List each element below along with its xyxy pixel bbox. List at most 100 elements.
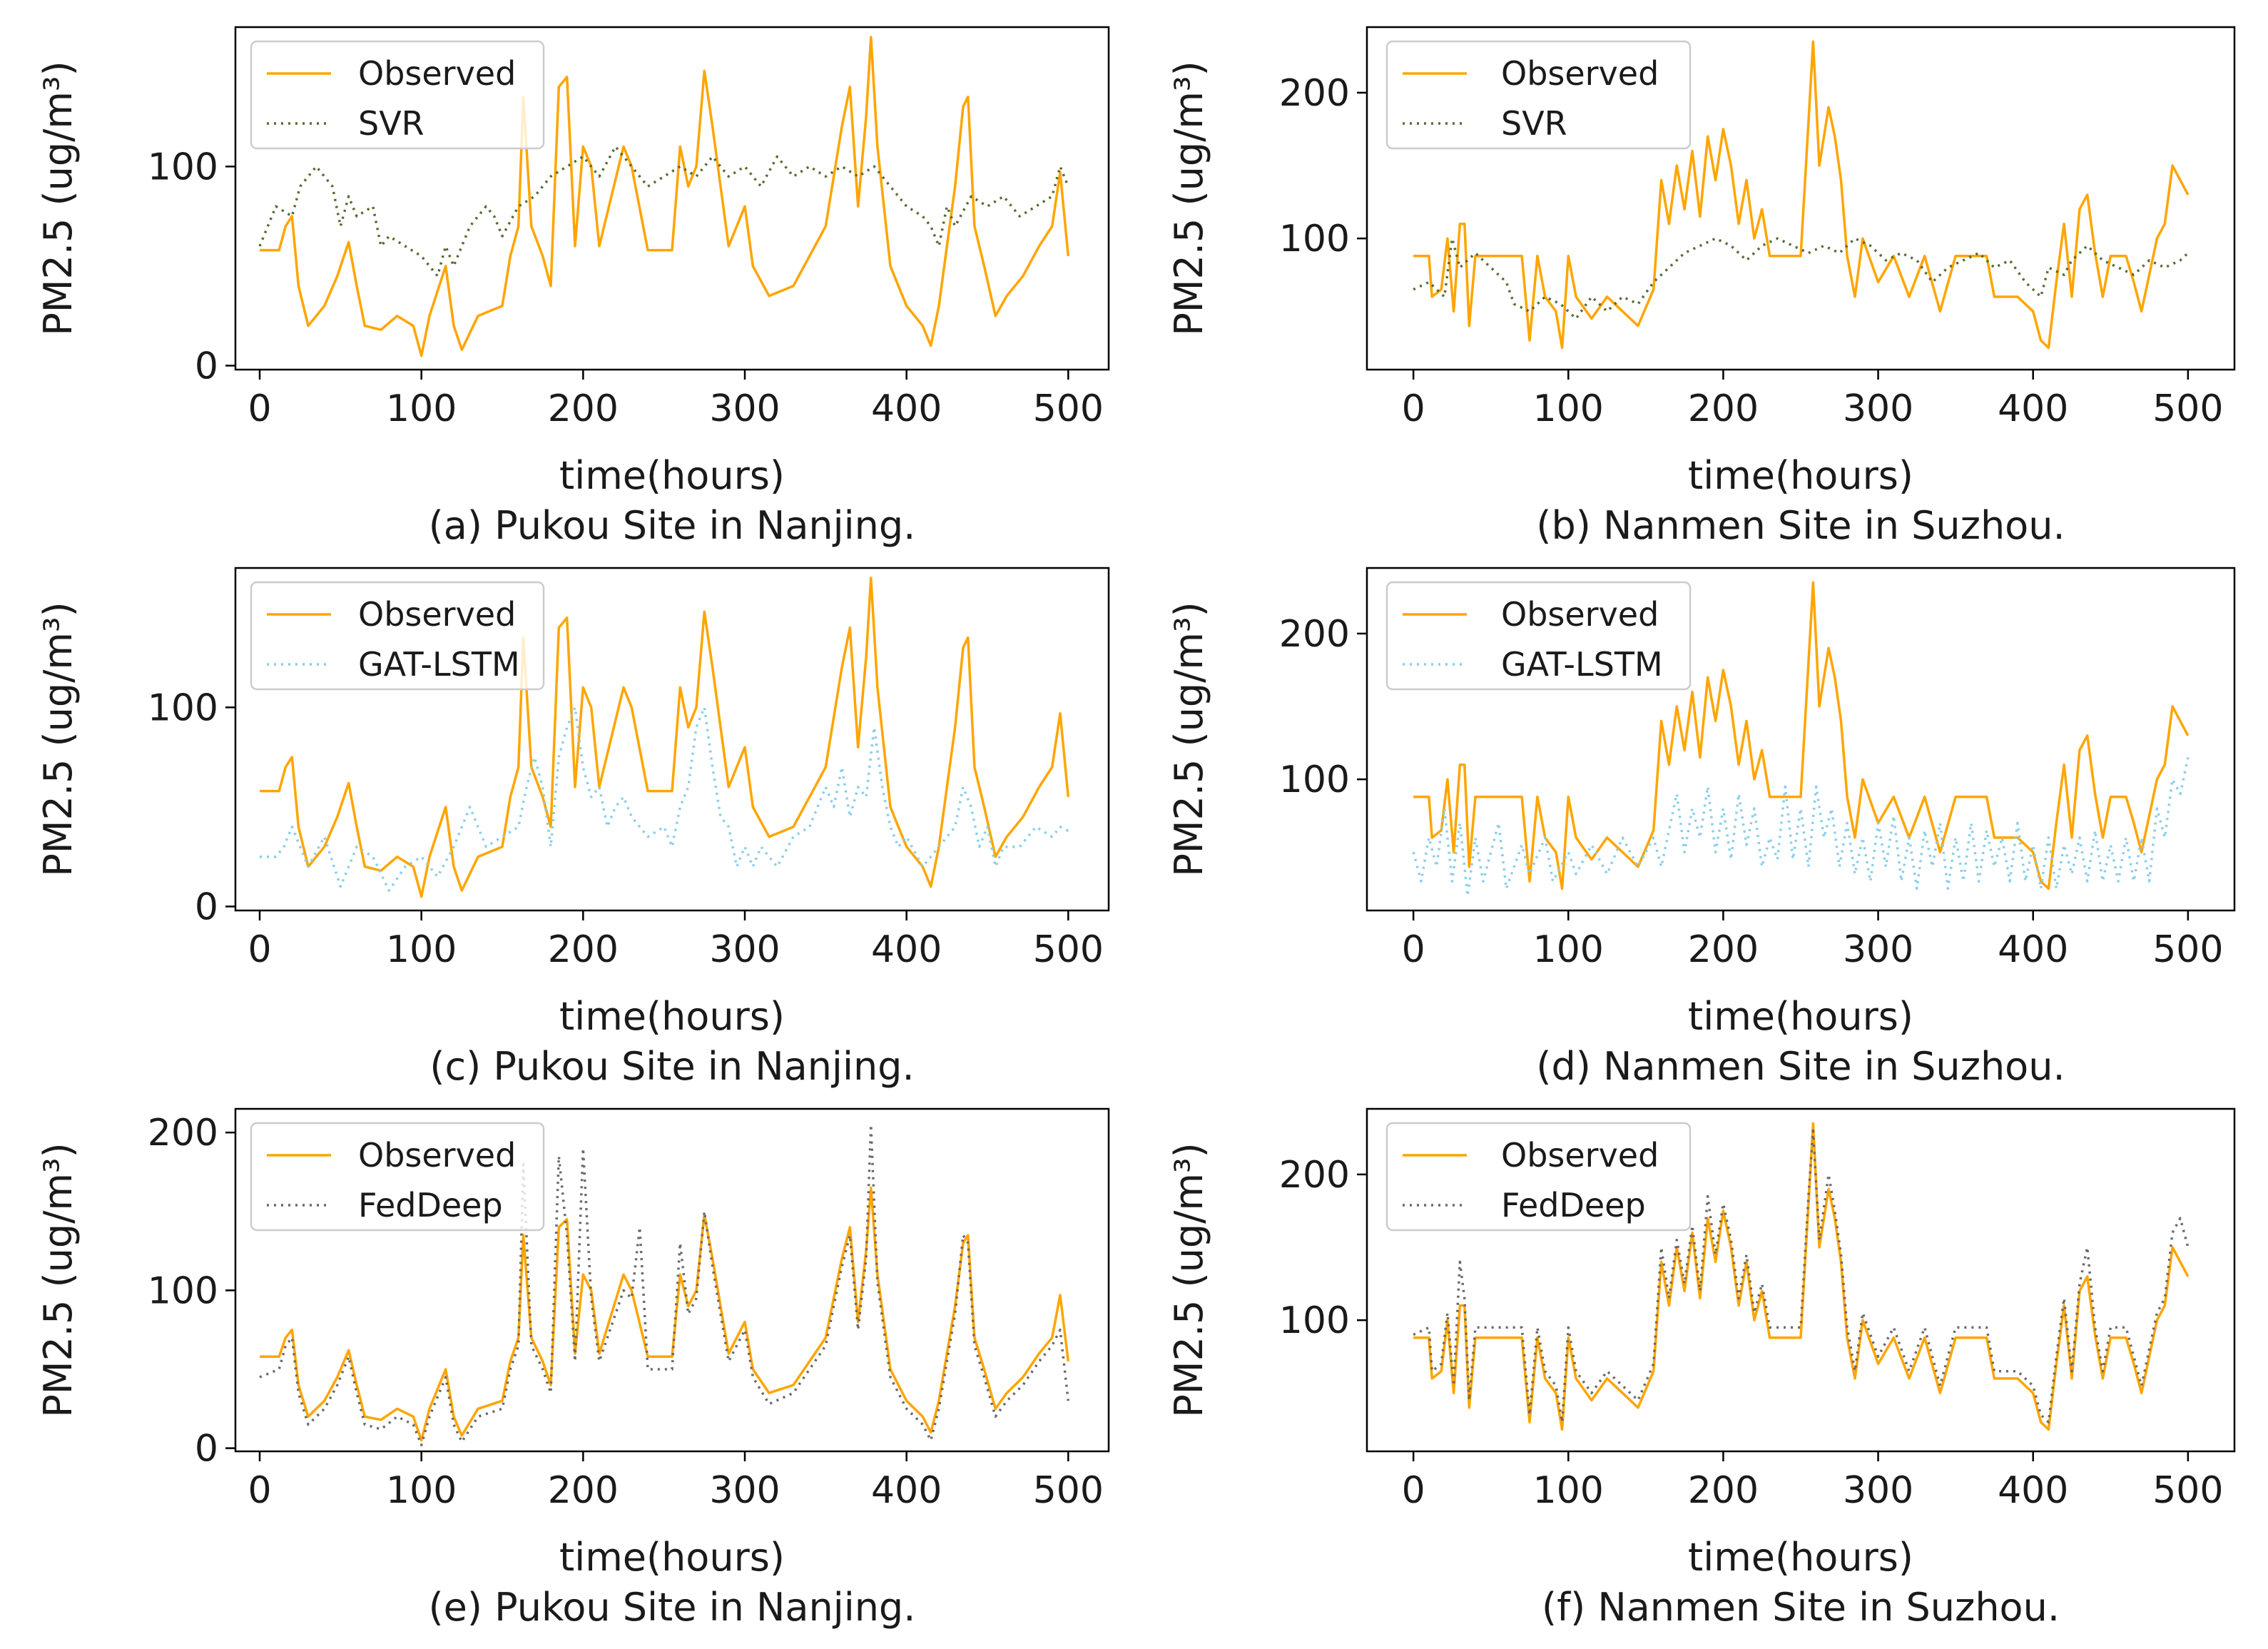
panel-caption: (c) Pukou Site in Nanjing. [429, 1044, 914, 1089]
x-tick-label: 500 [2152, 928, 2223, 971]
y-tick-label: 100 [1279, 1299, 1350, 1342]
tick-group: 0 100 200 300 400 500 100 200 [1279, 613, 2224, 971]
series-line-feddeep [1413, 1129, 2190, 1424]
x-tick-label: 200 [548, 928, 619, 971]
x-tick-label: 100 [386, 1469, 457, 1512]
x-tick-label: 200 [1688, 1469, 1759, 1512]
y-axis-label: PM2.5 (ug/m³) [36, 61, 81, 335]
panel-b: 0 100 200 300 400 500 100 200 Observed SVR PM2.… [1166, 26, 2236, 548]
legend-label-gat-lstm: GAT-LSTM [1501, 645, 1663, 684]
series-line-observed [260, 577, 1070, 898]
x-tick-label: 500 [1033, 387, 1104, 430]
panel-caption: (f) Nanmen Site in Suzhou. [1542, 1585, 2060, 1630]
x-tick-label: 0 [248, 1469, 271, 1512]
legend-label-feddeep: FedDeep [1501, 1186, 1646, 1224]
legend-label-observed: Observed [358, 595, 516, 634]
x-tick-label: 500 [1033, 928, 1104, 971]
panel-e: 0 100 200 300 400 500 0 100 200 Observed FedDeep… [36, 1107, 1110, 1630]
x-tick-label: 500 [1033, 1469, 1104, 1512]
tick-group: 0 100 200 300 400 500 0 100 200 [148, 1112, 1104, 1512]
x-tick-label: 400 [871, 387, 942, 430]
y-tick-label: 200 [1279, 72, 1350, 115]
x-tick-label: 0 [1402, 387, 1425, 430]
y-tick-label: 200 [148, 1112, 218, 1155]
legend-label-observed: Observed [358, 54, 516, 93]
legend-label-observed: Observed [1501, 54, 1659, 93]
x-axis-label: time(hours) [1688, 994, 1913, 1039]
x-axis-label: time(hours) [559, 453, 785, 498]
y-tick-label: 100 [1279, 758, 1350, 801]
x-tick-label: 400 [1998, 387, 2068, 430]
legend: Observed SVR [1385, 40, 1692, 150]
x-tick-label: 400 [871, 928, 942, 971]
legend: Observed FedDeep [250, 1122, 545, 1232]
series-group [1412, 581, 2190, 898]
y-axis-label: PM2.5 (ug/m³) [1166, 61, 1211, 335]
x-tick-label: 100 [1533, 1469, 1604, 1512]
y-tick-label: 200 [1279, 1154, 1350, 1197]
x-tick-label: 300 [1843, 387, 1913, 430]
legend-box [1385, 40, 1692, 150]
panel-c: 0 100 200 300 400 500 0 100 Observed GAT-LSTM P… [36, 567, 1110, 1089]
legend-box [1385, 581, 1692, 691]
legend-box [1385, 1122, 1692, 1232]
x-axis-label: time(hours) [1688, 453, 1913, 498]
y-axis-label: PM2.5 (ug/m³) [36, 602, 81, 876]
series-line-observed [1413, 581, 2190, 891]
x-axis-label: time(hours) [559, 1535, 785, 1580]
series-group [260, 577, 1070, 898]
x-tick-label: 100 [1533, 387, 1604, 430]
series-line-svr [1413, 237, 2190, 320]
legend-box [250, 1122, 545, 1232]
legend-label-gat-lstm: GAT-LSTM [358, 645, 520, 684]
y-axis-label: PM2.5 (ug/m³) [1166, 1142, 1211, 1417]
panel-a: 0 100 200 300 400 500 0 100 Observed SVR PM2.5 … [36, 26, 1110, 548]
plot-frame [1366, 1107, 2236, 1453]
legend: Observed SVR [250, 40, 545, 150]
x-axis-label: time(hours) [559, 994, 785, 1039]
y-tick-label: 0 [195, 886, 218, 928]
legend-label-observed: Observed [1501, 1136, 1659, 1174]
series-group [1413, 40, 2190, 350]
plot-frame [234, 1107, 1110, 1453]
y-tick-label: 100 [148, 146, 218, 188]
series-line-observed [1413, 40, 2190, 350]
x-tick-label: 0 [248, 928, 271, 971]
x-tick-label: 300 [709, 1469, 780, 1512]
y-tick-label: 100 [1279, 218, 1350, 260]
tick-group: 0 100 200 300 400 500 0 100 [148, 146, 1104, 430]
legend-label-observed: Observed [1501, 595, 1659, 634]
x-tick-label: 100 [386, 928, 457, 971]
x-tick-label: 500 [2152, 1469, 2223, 1512]
x-tick-label: 300 [1843, 1469, 1913, 1512]
legend-label-svr: SVR [1501, 104, 1567, 143]
y-tick-label: 100 [148, 686, 218, 729]
series-line-svr [258, 145, 1069, 278]
legend: Observed FedDeep [1385, 1122, 1692, 1232]
plot-frame [234, 567, 1110, 912]
x-tick-label: 400 [871, 1469, 942, 1512]
y-tick-label: 0 [195, 1428, 218, 1471]
x-tick-label: 0 [1402, 1469, 1425, 1512]
tick-group: 0 100 200 300 400 500 100 200 [1279, 72, 2224, 430]
series-group [259, 1123, 1070, 1446]
series-group [258, 36, 1070, 357]
x-tick-label: 300 [709, 928, 780, 971]
x-tick-label: 200 [548, 1469, 619, 1512]
series-line-observed [260, 1186, 1070, 1442]
plot-frame [1366, 26, 2236, 371]
x-tick-label: 100 [386, 387, 457, 430]
legend: Observed GAT-LSTM [250, 581, 545, 691]
legend-label-feddeep: FedDeep [358, 1186, 503, 1224]
legend-box [250, 40, 545, 150]
y-axis-label: PM2.5 (ug/m³) [36, 1142, 81, 1417]
tick-group: 0 100 200 300 400 500 0 100 [148, 686, 1104, 971]
series-line-gat-lstm [260, 706, 1069, 892]
series-group [1413, 1122, 2190, 1431]
panel-caption: (a) Pukou Site in Nanjing. [429, 503, 916, 548]
x-tick-label: 200 [548, 387, 619, 430]
y-tick-label: 100 [148, 1269, 218, 1312]
series-line-observed [260, 36, 1070, 357]
